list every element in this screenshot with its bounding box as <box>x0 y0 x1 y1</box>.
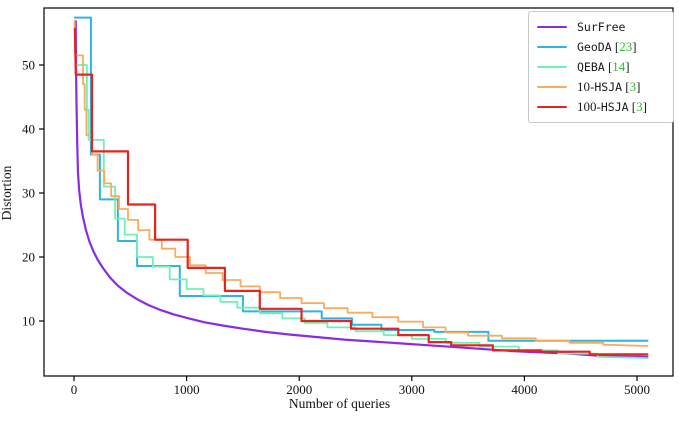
x-tick-label: 3000 <box>399 382 425 397</box>
x-tick-label: 5000 <box>624 382 650 397</box>
legend-item-geoda: GeoDA [23] <box>537 37 667 57</box>
y-tick-label: 20 <box>22 250 35 265</box>
legend-label: 100-HSJA [3] <box>577 99 647 114</box>
legend-item-10-hsja: 10-HSJA [3] <box>537 77 667 97</box>
x-axis-label: Number of queries <box>288 396 391 411</box>
y-tick-label: 30 <box>22 186 35 201</box>
y-tick-label: 40 <box>22 122 35 137</box>
legend-box: SurFree GeoDA [23] QEBA [14] 10-HSJA [3] 100… <box>528 11 674 123</box>
legend-item-100-hsja: 100-HSJA [3] <box>537 97 667 117</box>
y-tick-label: 10 <box>22 314 35 329</box>
legend-item-surfree: SurFree <box>537 17 667 37</box>
x-tick-label: 0 <box>71 382 78 397</box>
x-tick-label: 2000 <box>286 382 312 397</box>
citation-number: 23 <box>619 39 633 54</box>
legend-line-sample <box>537 105 567 109</box>
citation-number: 14 <box>612 59 626 74</box>
series-line-100-hsja <box>73 27 649 356</box>
x-tick-label: 1000 <box>174 382 200 397</box>
axes-spines <box>43 7 674 377</box>
citation-number: 3 <box>629 79 637 94</box>
series-line-10-hsja <box>73 20 649 347</box>
series-line-qeba <box>75 64 649 359</box>
legend-item-qeba: QEBA [14] <box>537 57 667 77</box>
series-line-geoda <box>74 16 649 342</box>
x-tick-label: 4000 <box>511 382 537 397</box>
citation-number: 3 <box>636 99 643 114</box>
legend-line-sample <box>537 85 567 89</box>
legend-label: 10-HSJA [3] <box>577 79 641 94</box>
y-axis-label: Distortion <box>0 165 14 221</box>
legend-line-sample <box>537 45 567 49</box>
series-line-surfree <box>74 20 649 358</box>
y-tick-label: 50 <box>22 58 35 73</box>
legend-line-sample <box>537 25 567 29</box>
legend-label: QEBA [14] <box>577 59 630 74</box>
legend-line-sample <box>537 65 567 69</box>
legend-label: GeoDA [23] <box>577 39 637 54</box>
legend-label: SurFree <box>577 20 626 34</box>
